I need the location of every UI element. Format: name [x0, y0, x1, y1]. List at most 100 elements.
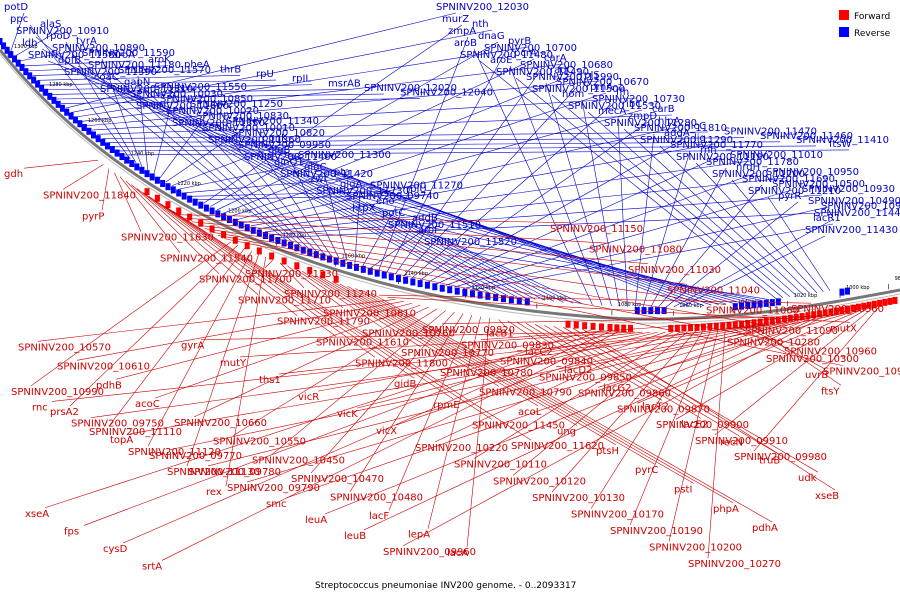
forward-gene-connector [161, 331, 620, 561]
reverse-gene-connector [263, 162, 734, 304]
forward-gene [307, 266, 313, 274]
forward-gene-label: SPNINV200_11450 [472, 421, 565, 432]
forward-gene [822, 309, 828, 317]
reverse-gene-connector [515, 77, 784, 298]
reverse-gene-label: SPNINV200_11280 [604, 118, 697, 129]
reverse-gene-connector [471, 223, 834, 291]
reverse-gene [81, 124, 87, 132]
forward-gene-connector [714, 307, 873, 436]
forward-gene-connector [225, 257, 266, 487]
forward-gene-label: lacD2 [564, 365, 592, 376]
genome-backbone [0, 49, 900, 321]
forward-gene-connector [51, 325, 762, 402]
reverse-gene [215, 210, 221, 218]
reverse-gene-connector [437, 235, 583, 305]
reverse-gene-label: SPNINV200_11190 [676, 152, 769, 163]
reverse-gene-connector [19, 46, 97, 62]
reverse-gene-connector [149, 99, 508, 297]
reverse-gene-connector [32, 70, 205, 76]
forward-gene-connector [753, 326, 842, 386]
reverse-gene-label: pheA [184, 60, 210, 71]
forward-gene [745, 319, 751, 327]
reverse-gene-connector [10, 12, 25, 52]
forward-gene-label: ptsH [596, 446, 619, 457]
reverse-gene-connector [46, 84, 313, 91]
legend-reverse-label: Reverse [854, 29, 891, 39]
forward-gene [607, 324, 613, 331]
forward-gene-label: lacA [447, 548, 468, 559]
label-layer: potD alaS tyrA aroA aroK pheA thrB rpU rpIL msrAB… [4, 2, 900, 572]
forward-gene-label: lacC2 [525, 347, 553, 358]
reverse-gene-connector [113, 141, 781, 148]
forward-gene [621, 324, 627, 332]
reverse-gene [86, 127, 92, 135]
forward-gene-label: SPNINV200_10130 [532, 493, 625, 504]
forward-gene [805, 312, 811, 320]
reverse-gene-label: carB [652, 104, 675, 115]
forward-gene-label: mutX [830, 323, 857, 334]
reverse-gene-label: SPNINV200_11250 [190, 99, 283, 110]
reverse-gene-label: SPNINV200_11210 [748, 186, 841, 197]
reverse-gene-connector [56, 93, 385, 100]
forward-gene-connector [172, 210, 532, 441]
reverse-gene [221, 213, 227, 221]
forward-gene [176, 207, 182, 215]
reverse-gene-label: SPNINV200_11300 [298, 150, 391, 161]
reverse-gene-label: SPNINV200_11350 [172, 118, 265, 129]
reverse-gene-label: SPNINV200_11990 [526, 72, 619, 83]
forward-gene [877, 299, 883, 307]
reverse-gene-connector [237, 109, 643, 220]
reverse-gene-label: SPNINV200_12030 [436, 2, 529, 13]
reverse-gene-label: SPNINV200_10920 [821, 201, 900, 212]
reverse-gene [439, 284, 445, 292]
forward-gene-label: SPNINV200_09960 [383, 547, 476, 558]
reverse-gene-connector [251, 138, 332, 257]
forward-gene-connector [62, 164, 104, 190]
reverse-gene-label: radC [550, 65, 574, 76]
reverse-gene-label: SPNINV200_10930 [802, 184, 895, 195]
forward-gene-label: SPNINV200_10660 [174, 418, 267, 429]
forward-gene-label: SPNINV200_10790 [479, 387, 572, 398]
reverse-gene-label: lig [694, 133, 706, 144]
reverse-gene-label: SPNINV200_11770 [670, 140, 763, 151]
forward-gene [816, 310, 822, 318]
forward-gene-connector [349, 313, 464, 492]
forward-gene-connector [356, 331, 658, 409]
reverse-gene-label: SPNINV200_11470 [724, 127, 817, 138]
forward-gene-label: pstI [674, 485, 692, 496]
reverse-gene-connector [419, 121, 649, 281]
reverse-gene-label: pyrR [778, 191, 801, 202]
reverse-gene [763, 299, 769, 307]
forward-gene [811, 311, 817, 319]
forward-gene-label: SPNINV200_10190 [610, 526, 703, 537]
forward-gene [739, 320, 745, 328]
forward-gene-connector [675, 308, 867, 420]
forward-gene [244, 242, 250, 250]
tick-label: 1060 kbp [679, 303, 703, 309]
reverse-gene-connector [35, 36, 287, 241]
tick-label: 1080 kbp [618, 302, 642, 308]
tick-label: 1160 kbp [342, 254, 366, 260]
reverse-gene-label: potC [382, 208, 405, 219]
reverse-gene-connector [77, 65, 490, 294]
reverse-gene-label: zmpA [448, 26, 476, 37]
forward-gene [726, 321, 732, 329]
reverse-gene-label: SPNINV200_11340 [226, 116, 319, 127]
tick-label: 1220 kbp [177, 181, 201, 187]
forward-gene-connector [582, 328, 836, 491]
forward-gene-label: SPNINV200_10110 [454, 460, 547, 471]
forward-gene-label: SPNINV200_09830 [461, 341, 554, 352]
forward-gene-connector [395, 331, 666, 426]
forward-gene-connector [122, 330, 612, 544]
reverse-gene [839, 288, 845, 296]
reverse-gene [144, 170, 150, 178]
forward-gene-label: SPNINV200_11240 [284, 289, 377, 300]
reverse-gene-label: zmpD [628, 111, 657, 122]
reverse-gene-label: SPNINV200_11730 [316, 186, 409, 197]
forward-gene-connector [434, 331, 674, 443]
reverse-gene-label: rpmA [586, 82, 613, 93]
forward-gene-connector [363, 290, 734, 504]
reverse-gene-label: SPNINV200_10670 [556, 77, 649, 88]
forward-gene-connector [217, 235, 805, 346]
legend-reverse-swatch [839, 27, 849, 37]
